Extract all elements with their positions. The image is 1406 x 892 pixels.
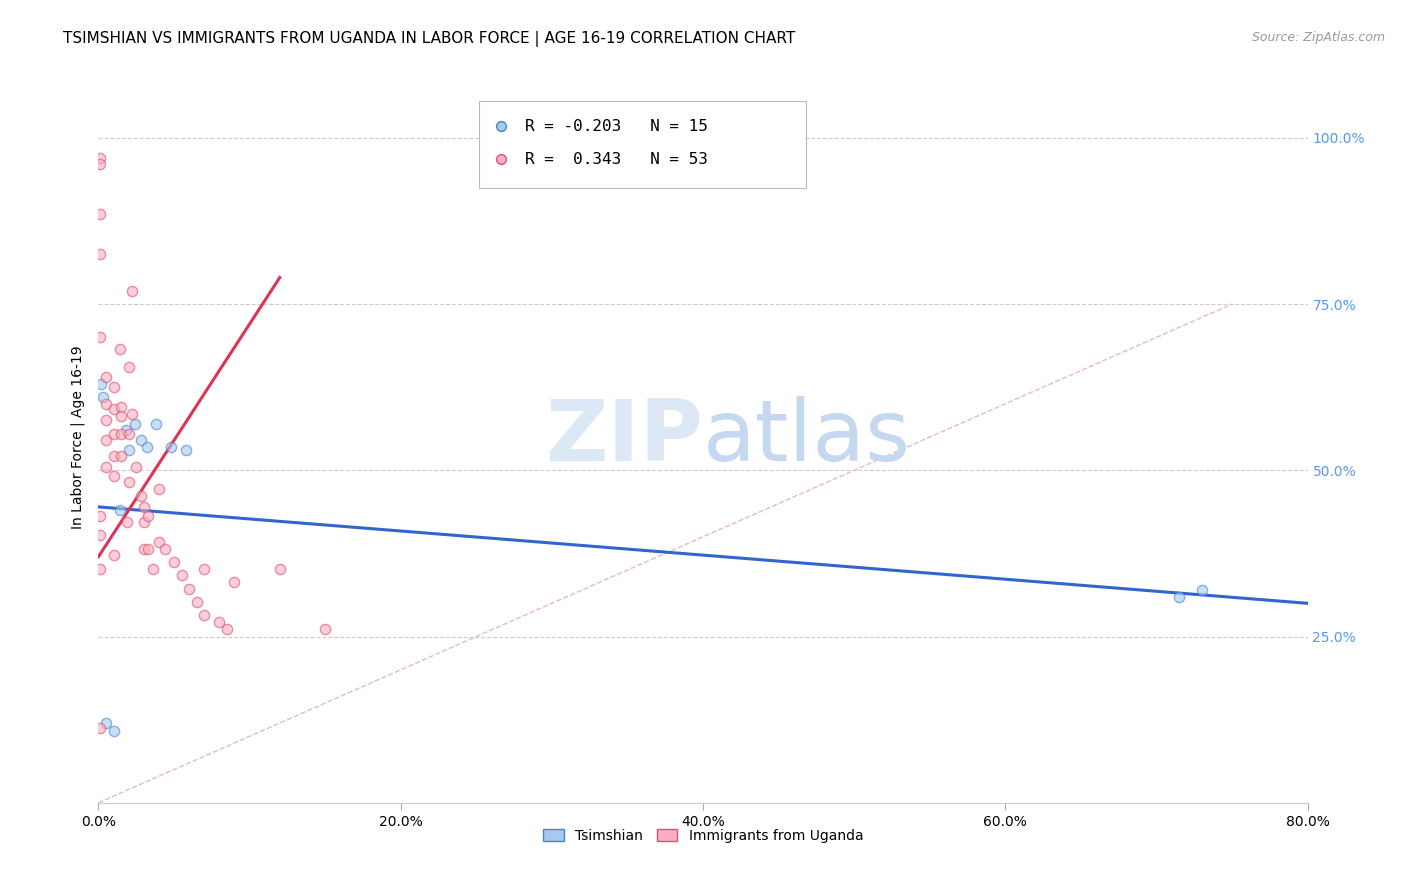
Point <box>110 409 132 423</box>
Point <box>132 541 155 556</box>
Point <box>118 360 141 375</box>
Point <box>224 575 246 590</box>
Point <box>110 400 132 414</box>
Point <box>89 247 111 261</box>
Point <box>163 555 186 569</box>
Point <box>142 562 165 576</box>
Point <box>193 562 215 576</box>
Point <box>186 595 208 609</box>
Point <box>118 426 141 441</box>
Point <box>129 434 152 448</box>
Point <box>94 370 117 384</box>
Point <box>89 207 111 221</box>
Text: R = -0.203   N = 15: R = -0.203 N = 15 <box>526 119 709 134</box>
Text: R =  0.343   N = 53: R = 0.343 N = 53 <box>526 152 709 167</box>
Point <box>591 211 613 225</box>
Point <box>89 151 111 165</box>
Point <box>103 402 125 417</box>
Point <box>121 407 143 421</box>
Point <box>108 503 131 517</box>
Point <box>110 449 132 463</box>
Text: TSIMSHIAN VS IMMIGRANTS FROM UGANDA IN LABOR FORCE | AGE 16-19 CORRELATION CHART: TSIMSHIAN VS IMMIGRANTS FROM UGANDA IN L… <box>63 31 796 47</box>
Point <box>115 515 138 529</box>
Point <box>179 582 201 596</box>
Point <box>153 541 176 556</box>
Point <box>269 562 291 576</box>
Point <box>314 622 336 636</box>
Point <box>132 500 155 514</box>
Point <box>118 475 141 490</box>
Point <box>135 440 157 454</box>
Y-axis label: In Labor Force | Age 16-19: In Labor Force | Age 16-19 <box>70 345 86 529</box>
Point <box>1191 582 1213 597</box>
Point <box>89 722 111 736</box>
Point <box>215 622 238 636</box>
Point <box>132 515 155 529</box>
Point <box>103 723 125 738</box>
Point <box>94 434 117 448</box>
Point <box>89 508 111 523</box>
Point <box>148 482 170 496</box>
Point <box>89 330 111 344</box>
Point <box>170 568 193 582</box>
Point <box>89 528 111 542</box>
Point <box>108 343 131 357</box>
Point <box>89 562 111 576</box>
Point <box>90 376 112 391</box>
Point <box>91 390 114 404</box>
Point <box>103 468 125 483</box>
Point <box>160 440 183 454</box>
Point <box>124 417 146 431</box>
Point <box>193 608 215 623</box>
Point <box>136 541 159 556</box>
Point <box>114 424 136 438</box>
Point <box>148 535 170 549</box>
Point <box>94 716 117 731</box>
Point <box>136 508 159 523</box>
Point <box>208 615 231 629</box>
Point <box>103 380 125 394</box>
Point <box>145 417 167 431</box>
Point <box>129 489 152 503</box>
FancyBboxPatch shape <box>479 101 806 188</box>
Point <box>1168 590 1191 604</box>
Point <box>89 157 111 171</box>
Text: ZIP: ZIP <box>546 395 703 479</box>
Point <box>125 460 148 475</box>
Legend: Tsimshian, Immigrants from Uganda: Tsimshian, Immigrants from Uganda <box>537 823 869 848</box>
Point <box>94 413 117 427</box>
Point <box>174 443 197 458</box>
Text: Source: ZipAtlas.com: Source: ZipAtlas.com <box>1251 31 1385 45</box>
Text: atlas: atlas <box>703 395 911 479</box>
Point <box>103 426 125 441</box>
Point <box>94 460 117 475</box>
Point <box>591 180 613 194</box>
Point <box>121 284 143 298</box>
Point <box>103 549 125 563</box>
Point <box>94 397 117 411</box>
Point <box>103 449 125 463</box>
Point <box>118 443 141 458</box>
Point <box>110 426 132 441</box>
